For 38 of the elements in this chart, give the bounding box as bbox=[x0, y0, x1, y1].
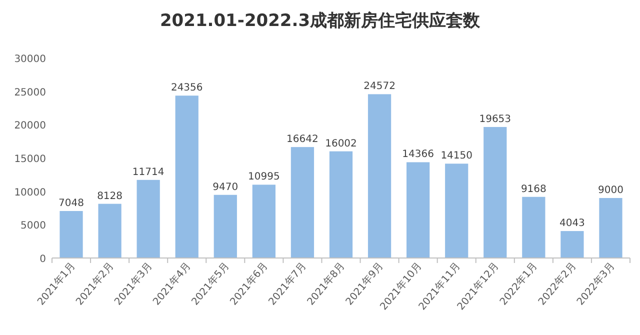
data-label: 14150 bbox=[440, 150, 473, 162]
data-label: 19653 bbox=[479, 114, 512, 125]
bar bbox=[136, 180, 160, 258]
data-label: 4043 bbox=[559, 218, 585, 230]
bar bbox=[290, 147, 314, 258]
data-label: 9168 bbox=[520, 184, 546, 195]
y-tick-label: 0 bbox=[40, 254, 46, 265]
bar bbox=[522, 196, 546, 258]
bar bbox=[445, 164, 468, 258]
y-tick-label: 20000 bbox=[14, 120, 46, 132]
bar bbox=[214, 194, 237, 258]
data-label: 14366 bbox=[402, 149, 434, 160]
y-tick-label: 30000 bbox=[14, 54, 46, 65]
bar bbox=[368, 94, 392, 258]
data-label: 7048 bbox=[58, 198, 84, 210]
data-label: 16642 bbox=[286, 134, 318, 146]
y-tick-label: 10000 bbox=[14, 187, 46, 198]
data-label: 9470 bbox=[212, 182, 238, 193]
bar bbox=[252, 184, 276, 258]
data-label: 24572 bbox=[364, 81, 396, 92]
bar bbox=[484, 126, 507, 258]
bar bbox=[599, 198, 622, 258]
data-label: 11714 bbox=[132, 166, 164, 178]
data-label: 16002 bbox=[325, 138, 357, 150]
y-tick-label: 5000 bbox=[20, 220, 46, 232]
bar bbox=[560, 231, 584, 258]
y-tick-label: 25000 bbox=[14, 87, 46, 98]
bar bbox=[60, 211, 83, 258]
bar bbox=[98, 204, 122, 258]
chart-title: 2021.01-2022.3成都新房住宅供应套数 bbox=[160, 11, 482, 31]
bar bbox=[175, 96, 198, 258]
data-label: 24356 bbox=[170, 82, 203, 94]
data-label: 8128 bbox=[97, 190, 123, 202]
bar bbox=[406, 162, 430, 258]
y-tick-label: 15000 bbox=[14, 154, 46, 165]
data-label: 10995 bbox=[248, 172, 280, 183]
data-label: 9000 bbox=[598, 185, 624, 196]
bar bbox=[329, 151, 353, 258]
